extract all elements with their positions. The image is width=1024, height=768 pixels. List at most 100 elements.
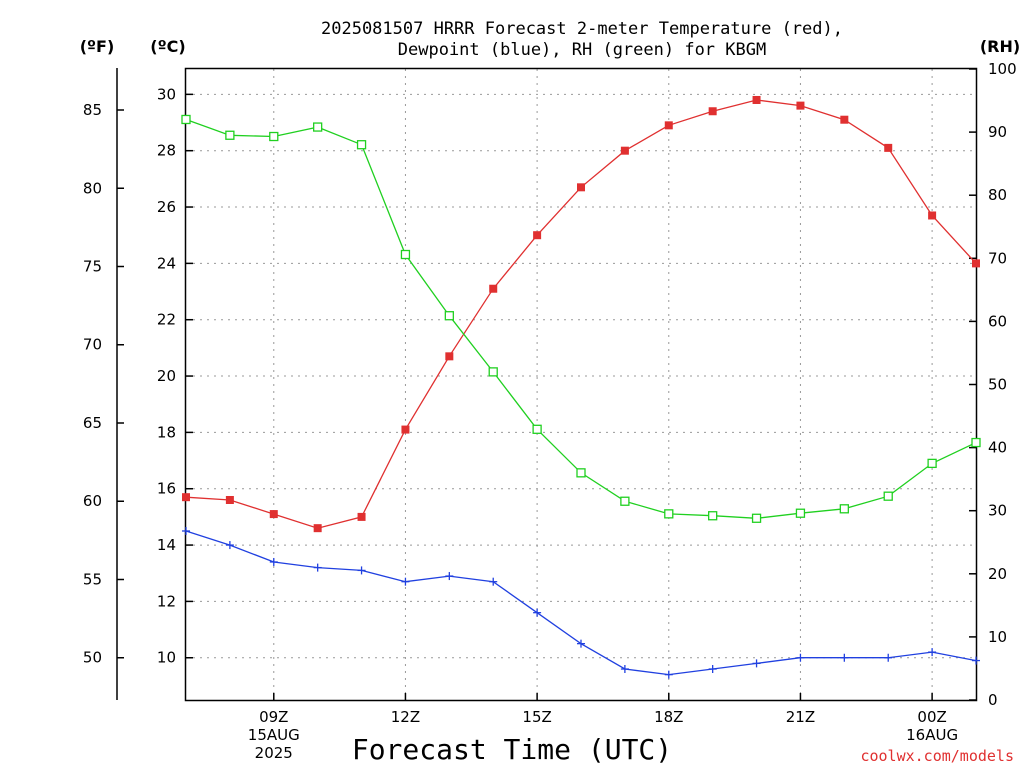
temperature-point (401, 425, 410, 434)
celsius-tick-label: 26 (157, 198, 176, 216)
rh-point (313, 122, 323, 132)
celsius-tick-label: 14 (157, 536, 176, 554)
grid-lines (186, 69, 976, 700)
rh-tick-label: 70 (988, 249, 1007, 267)
temperature-point (182, 493, 190, 502)
celsius-tick-label: 12 (157, 592, 176, 610)
fahrenheit-tick-label: 70 (83, 336, 102, 354)
rh-tick-label: 20 (988, 565, 1007, 583)
celsius-tick-label: 28 (157, 142, 176, 160)
celsius-tick-label: 10 (157, 649, 176, 667)
rh-point (356, 140, 367, 150)
celsius-tick-label: 16 (157, 480, 176, 498)
rh-unit-label: (RH) (980, 37, 1020, 56)
temperature-point (489, 284, 498, 293)
fahrenheit-tick-label: 85 (83, 101, 102, 119)
chart-title-line-2: Dewpoint (blue), RH (green) for KBGM (398, 40, 766, 60)
fahrenheit-tick-label: 55 (83, 570, 102, 588)
celsius-unit-label: (ºC) (150, 37, 185, 56)
temperature-point (664, 121, 673, 130)
temperature-point (533, 231, 542, 240)
dewpoint-point (225, 541, 234, 550)
rh-point (576, 468, 586, 478)
rh-point (532, 424, 542, 434)
dewpoint-point (182, 526, 190, 535)
rh-point (883, 491, 893, 501)
rh-point (971, 437, 981, 448)
chart-title-line-1: 2025081507 HRRR Forecast 2-meter Tempera… (321, 19, 843, 39)
rh-point (225, 130, 235, 140)
rh-point (795, 508, 806, 518)
dewpoint-point (357, 566, 366, 575)
fahrenheit-axis: 50 55 60 65 70 75 80 85 (83, 101, 124, 667)
fahrenheit-tick-label: 60 (83, 492, 102, 510)
dewpoint-point (664, 670, 673, 679)
rh-point (400, 249, 411, 260)
temperature-point (884, 143, 893, 152)
temperature-point (708, 107, 717, 116)
rh-axis: 0 10 20 30 40 50 60 70 80 90 100 (969, 60, 1017, 709)
dewpoint-point (489, 577, 498, 586)
dewpoint-point (796, 653, 805, 662)
celsius-tick-label: 24 (157, 254, 176, 272)
dewpoint-point (752, 659, 761, 668)
temperature-point (620, 146, 629, 155)
rh-point (751, 513, 762, 523)
time-tick-label: 15AUG (248, 726, 300, 744)
temperature-point (577, 183, 585, 192)
credit-label: coolwx.com/models (860, 747, 1014, 765)
rh-point (620, 496, 630, 506)
time-tick-label: 15Z (522, 708, 551, 726)
rh-point (181, 114, 191, 125)
rh-point (708, 511, 718, 521)
x-axis-label: Forecast Time (UTC) (352, 733, 672, 766)
fahrenheit-tick-label: 50 (83, 649, 102, 667)
rh-point (269, 131, 279, 142)
fahrenheit-tick-label: 75 (83, 258, 102, 276)
dewpoint-point (533, 608, 542, 617)
dewpoint-point (884, 653, 893, 662)
celsius-tick-label: 18 (157, 423, 176, 441)
fahrenheit-tick-label: 65 (83, 414, 102, 432)
time-tick-label: 16AUG (906, 726, 958, 744)
time-tick-label: 2025 (255, 744, 293, 762)
rh-point (444, 311, 454, 321)
temperature-point (225, 495, 234, 504)
series-layer (181, 95, 981, 679)
time-tick-label: 18Z (654, 708, 683, 726)
dewpoint-point (445, 572, 454, 581)
dewpoint-point (620, 665, 629, 674)
rh-tick-label: 10 (988, 628, 1007, 646)
time-tick-label: 09Z (259, 708, 288, 726)
plot-frame (184, 67, 978, 702)
dewpoint-point (577, 639, 585, 648)
fahrenheit-tick-label: 80 (83, 179, 102, 197)
temperature-point (752, 95, 761, 104)
rh-tick-label: 40 (988, 439, 1007, 457)
celsius-tick-label: 22 (157, 311, 176, 329)
celsius-tick-label: 30 (157, 85, 176, 103)
dewpoint-point (269, 557, 278, 566)
dewpoint-point (401, 577, 410, 586)
dewpoint-point (708, 665, 717, 674)
temperature-point (928, 211, 937, 220)
rh-tick-label: 60 (988, 312, 1007, 330)
temperature-point (445, 352, 454, 361)
temperature-point (313, 524, 322, 533)
dewpoint-point (928, 648, 937, 657)
time-tick-label: 12Z (391, 708, 420, 726)
rh-point (488, 367, 498, 377)
rh-tick-label: 0 (988, 691, 998, 709)
rh-tick-label: 30 (988, 502, 1007, 520)
celsius-axis: 10 12 14 16 18 20 22 24 26 28 30 (157, 85, 193, 667)
dewpoint-point (972, 656, 980, 665)
temperature-point (269, 510, 278, 519)
rh-point (664, 509, 674, 519)
temperature-point (972, 259, 980, 268)
rh-tick-label: 80 (988, 186, 1007, 204)
temperature-point (840, 115, 849, 124)
dewpoint-point (313, 563, 322, 572)
